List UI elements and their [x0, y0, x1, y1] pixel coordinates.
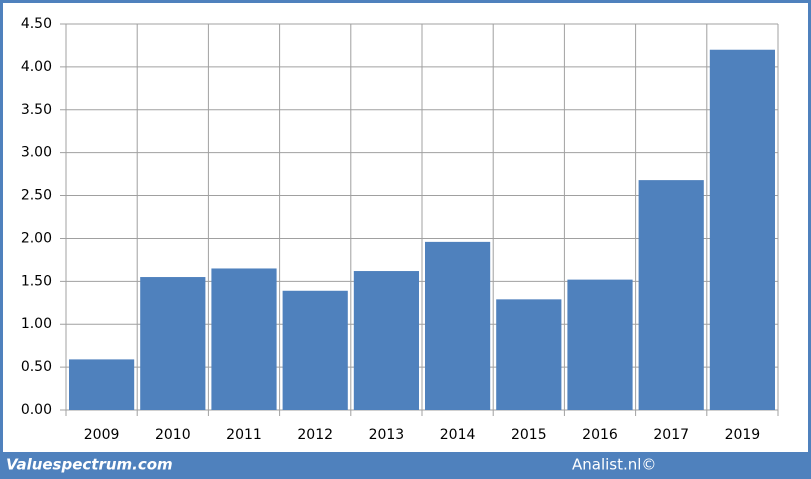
bar [353, 271, 419, 410]
y-tick-label: 2.50 [21, 188, 52, 204]
y-tick-label: 0.00 [21, 402, 52, 418]
bar [567, 279, 633, 410]
y-tick-label: 1.00 [21, 316, 52, 332]
x-tick-label: 2013 [369, 427, 405, 443]
x-tick-label: 2014 [440, 427, 476, 443]
y-tick-label: 3.50 [21, 102, 52, 118]
x-tick-label: 2015 [511, 427, 547, 443]
bar [211, 268, 277, 410]
bar [425, 241, 491, 410]
x-tick-label: 2016 [582, 427, 618, 443]
x-tick-label: 2012 [297, 427, 333, 443]
footer-right: Analist.nl© [572, 456, 656, 474]
y-tick-label: 4.00 [21, 59, 52, 75]
x-tick-label: 2017 [653, 427, 689, 443]
bar [69, 359, 135, 410]
bar [496, 299, 562, 410]
y-tick-label: 2.00 [21, 230, 52, 246]
bar [140, 277, 206, 410]
y-tick-label: 0.50 [21, 359, 52, 375]
bar [709, 49, 775, 410]
x-tick-label: 2009 [84, 427, 120, 443]
y-tick-label: 4.50 [21, 16, 52, 32]
x-tick-label: 2019 [725, 427, 761, 443]
footer-left: Valuespectrum.com [6, 456, 173, 474]
y-tick-label: 3.00 [21, 145, 52, 161]
bar [282, 290, 348, 410]
x-tick-label: 2011 [226, 427, 262, 443]
y-tick-label: 1.50 [21, 273, 52, 289]
x-tick-label: 2010 [155, 427, 191, 443]
footer-band [0, 452, 811, 479]
bar [638, 180, 704, 410]
